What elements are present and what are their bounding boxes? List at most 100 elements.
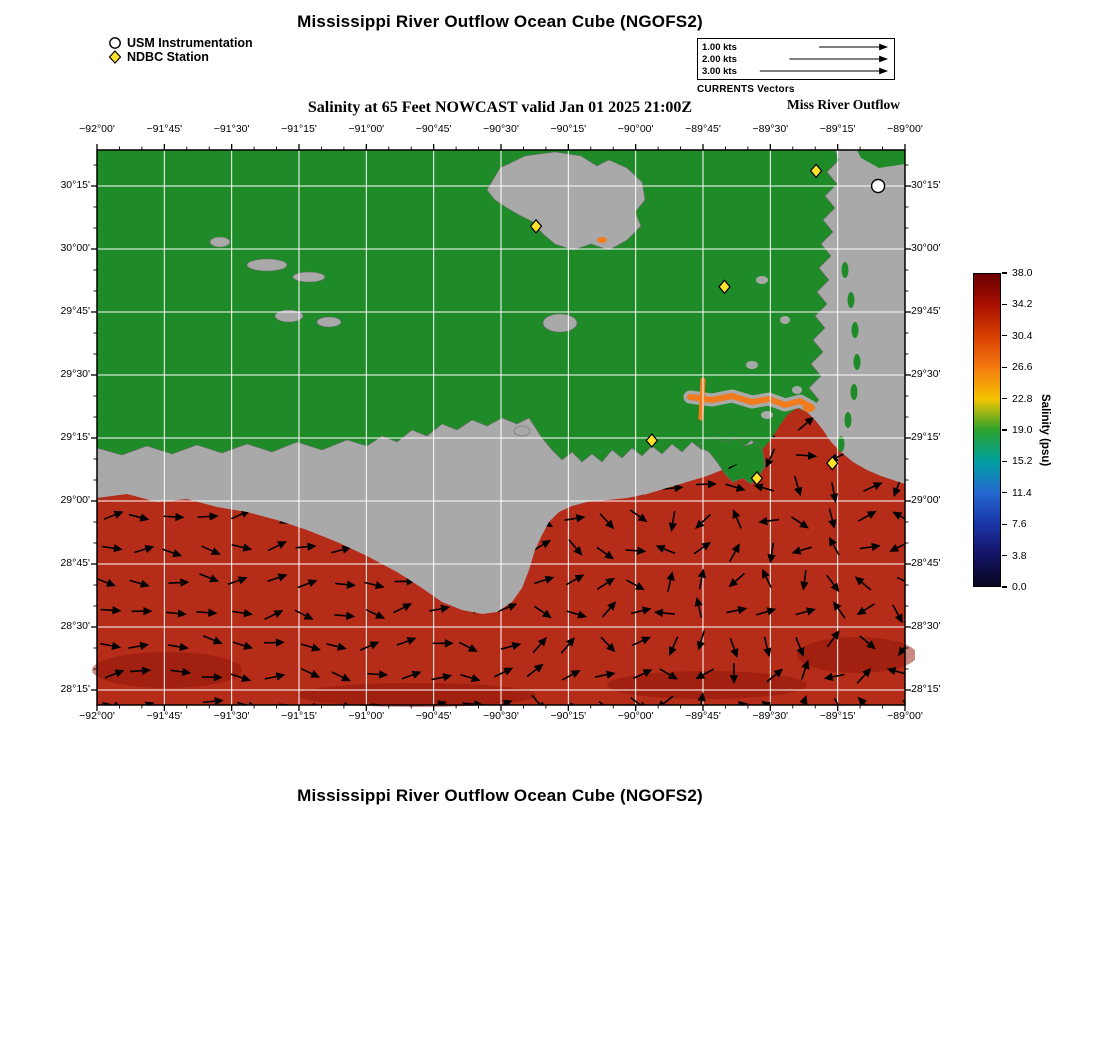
lon-tick-label: −92°00' (79, 123, 115, 135)
lon-tick-label: −91°45' (146, 123, 183, 135)
vector-scale-row: 3.00 kts (702, 66, 890, 77)
vector-scale-label: 1.00 kts (702, 41, 737, 53)
footer-title: Mississippi River Outflow Ocean Cube (NG… (297, 786, 703, 805)
colorbar-tick (1002, 398, 1007, 400)
vector-scale-row: 1.00 kts (702, 42, 890, 53)
usm-circle-icon (109, 37, 121, 49)
lon-tick-label: −91°15' (281, 710, 317, 722)
colorbar-tick-label: 0.0 (1012, 581, 1027, 593)
lon-tick-label: −90°00' (617, 710, 654, 722)
lon-tick-label: −91°30' (213, 710, 250, 722)
colorbar-tick (1002, 555, 1007, 557)
colorbar-tick (1002, 523, 1007, 525)
map-canvas (91, 144, 915, 711)
usm-station-marker (870, 178, 886, 194)
colorbar-tick (1002, 586, 1007, 588)
colorbar-tick (1002, 303, 1007, 305)
barrier-islands (837, 150, 905, 452)
lat-tick-label: 29°30' (911, 368, 941, 380)
lon-tick-label: −90°45' (415, 710, 452, 722)
colorbar-tick (1002, 335, 1007, 337)
lon-tick-label: −91°00' (348, 123, 385, 135)
ndbc-station-marker (529, 218, 543, 234)
colorbar-tick (1002, 272, 1007, 274)
lat-tick-label: 29°45' (60, 305, 90, 317)
lat-tick-label: 28°15' (911, 683, 941, 695)
colorbar-tick-label: 3.8 (1012, 549, 1027, 562)
lat-tick-label: 29°00' (911, 494, 941, 506)
lon-tick-label: −90°45' (415, 123, 452, 135)
deep-salinity-patches (92, 637, 915, 707)
lat-tick-label: 29°30' (60, 368, 90, 380)
lon-tick-label: −89°30' (752, 123, 789, 135)
lon-tick-label: −89°00' (887, 710, 923, 722)
river-delta-plume (597, 237, 818, 421)
currents-vectors-caption: CURRENTS Vectors (697, 84, 795, 95)
ndbc-station-marker (809, 163, 823, 179)
colorbar-tick (1002, 460, 1007, 462)
lon-tick-label: −91°00' (348, 710, 385, 722)
ndbc-station-marker (750, 470, 764, 486)
ndbc-station-marker (718, 279, 731, 295)
ndbc-diamond-icon (108, 50, 122, 64)
lat-tick-label: 30°00' (911, 242, 941, 254)
colorbar-tick-label: 22.8 (1012, 392, 1033, 405)
lat-tick-label: 29°15' (911, 431, 941, 443)
colorbar-tick-label: 19.0 (1012, 424, 1033, 436)
lon-tick-label: −90°15' (550, 123, 587, 135)
colorbar-title-wrap: Salinity (psu) (1039, 273, 1051, 587)
lat-tick-label: 28°15' (60, 683, 90, 695)
lon-tick-label: −92°00' (79, 710, 115, 722)
ndbc-station-marker (645, 433, 659, 448)
lat-tick-label: 28°30' (911, 620, 941, 632)
lon-tick-label: −90°15' (550, 710, 587, 722)
lon-tick-label: −89°45' (685, 710, 721, 722)
vector-scale-row: 2.00 kts (702, 54, 890, 65)
lon-tick-label: −90°30' (483, 123, 519, 135)
lat-tick-label: 28°45' (911, 557, 941, 569)
colorbar-title: Salinity (psu) (1039, 393, 1051, 467)
station-markers (529, 163, 886, 486)
shelf-region (96, 149, 840, 463)
colorbar-tick (1002, 429, 1007, 431)
vector-scale-label: 3.00 kts (702, 65, 737, 77)
lat-tick-label: 29°45' (911, 305, 941, 317)
lon-tick-label: −90°30' (483, 710, 519, 722)
lon-tick-label: −91°15' (281, 123, 317, 135)
lat-tick-label: 30°15' (60, 179, 90, 191)
vector-scale-arrow (818, 43, 889, 51)
lon-tick-label: −89°30' (752, 710, 789, 722)
delta-marsh-lobe (696, 437, 766, 485)
lat-tick-label: 30°15' (911, 179, 941, 191)
legend-item-circle: USM Instrumentation (108, 36, 253, 50)
colorbar-tick-label: 11.4 (1012, 486, 1032, 499)
vector-scale-arrow (789, 55, 889, 63)
marker-legend: USM Instrumentation NDBC Station (108, 36, 253, 64)
page-title: Mississippi River Outflow Ocean Cube (NG… (297, 12, 703, 31)
colorbar-tick-label: 38.0 (1012, 267, 1033, 279)
colorbar-tick (1002, 366, 1007, 368)
lat-tick-label: 28°45' (60, 557, 90, 569)
colorbar-tick-label: 34.2 (1012, 298, 1033, 311)
region-label: Miss River Outflow (787, 97, 900, 112)
map-frame (96, 149, 906, 706)
lon-tick-label: −89°45' (685, 123, 721, 135)
currents-vector-legend: 1.00 kts 2.00 kts 3.00 kts CURRENTS Vector… (697, 38, 895, 95)
colorbar-tick-label: 15.2 (1012, 455, 1033, 468)
lon-tick-label: −89°00' (887, 123, 923, 135)
colorbar: 38.0 34.2 30.4 26.6 22.8 19.0 15.2 11.4 7.6 3.8 0.… (973, 267, 1098, 593)
colorbar-tick-label: 7.6 (1012, 518, 1027, 531)
legend-item-label: NDBC Station (127, 50, 209, 64)
legend-item-diamond: NDBC Station (108, 50, 253, 64)
colorbar-tick-label: 30.4 (1012, 329, 1033, 342)
vector-scale-box: 1.00 kts 2.00 kts 3.00 kts (697, 38, 895, 80)
lat-tick-label: 29°00' (60, 494, 90, 506)
lat-tick-label: 28°30' (60, 620, 90, 632)
ndbc-station-marker (826, 455, 839, 471)
colorbar-tick-label: 26.6 (1012, 361, 1033, 374)
lon-tick-label: −90°00' (617, 123, 654, 135)
lat-tick-label: 29°15' (60, 431, 90, 443)
lon-tick-label: −91°30' (213, 123, 250, 135)
colorbar-tick (1002, 492, 1007, 494)
